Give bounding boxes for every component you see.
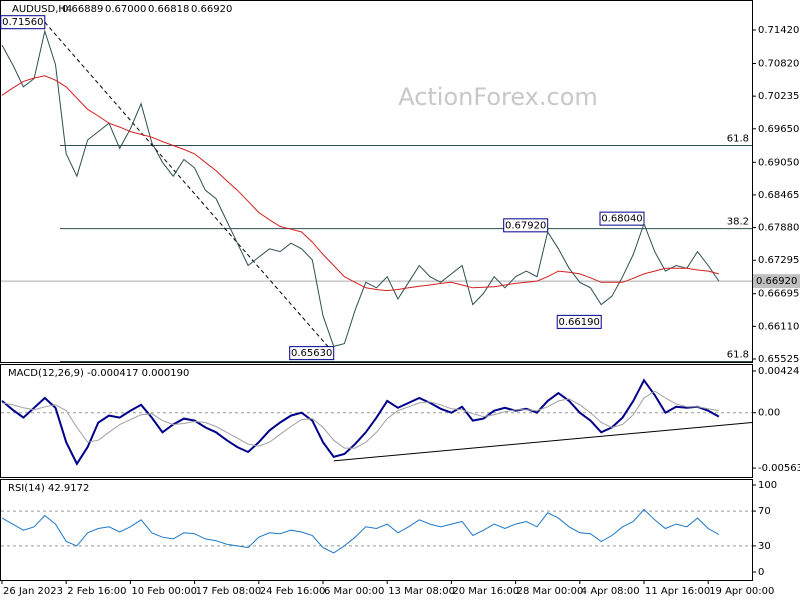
y-tick-label: 0: [758, 567, 764, 578]
panel-frame: [0, 479, 753, 581]
fib-label: 38.2: [727, 217, 749, 228]
fib-label: 61.8: [727, 134, 749, 145]
price-annotation: 0.67920: [505, 220, 546, 231]
swing-line: [44, 21, 335, 354]
panel-title: RSI(14) 42.9172: [8, 483, 89, 494]
y-tick-label: 0.70820: [758, 59, 799, 70]
y-tick-label: 0.68465: [758, 190, 799, 201]
price-annotation: 0.65630: [291, 348, 332, 359]
x-tick-label: 4 Apr 08:00: [581, 586, 640, 597]
macd-trendline: [333, 422, 753, 462]
y-tick-label: 0.70235: [758, 91, 799, 102]
price-annotation: 0.66190: [559, 317, 600, 328]
fib-label: 61.8: [727, 349, 749, 360]
y-tick-label: 0.67295: [758, 255, 799, 266]
price-annotation-box: [599, 211, 645, 226]
chart-title: AUDUSD,H4: [12, 4, 72, 15]
y-tick-label: 100: [758, 480, 777, 491]
y-tick-label: 0.004249: [758, 366, 800, 377]
series-line: [1, 390, 719, 449]
ohlc-value: 0.66889: [62, 4, 103, 15]
price-annotation-box: [503, 218, 549, 233]
y-tick-label: 0.69050: [758, 157, 799, 168]
x-tick-label: 26 Jan 2023: [3, 586, 63, 597]
y-tick-label: 0.00: [758, 408, 780, 419]
series-line: [1, 75, 720, 292]
series-line: [1, 29, 720, 348]
ohlc-value: 0.66920: [191, 4, 232, 15]
y-tick-label: -0.005634: [758, 463, 800, 474]
x-tick-label: 13 Mar 08:00: [388, 586, 455, 597]
x-tick-label: 28 Mar 00:00: [517, 586, 584, 597]
y-tick-label: 0.66110: [758, 321, 799, 332]
y-tick-label: 70: [758, 506, 771, 517]
x-tick-label: 11 Apr 16:00: [645, 586, 710, 597]
x-tick-label: 19 Apr 00:00: [709, 586, 774, 597]
panel-frame: [0, 0, 753, 363]
y-tick-label: 0.71420: [758, 25, 799, 36]
x-tick-label: 10 Feb 00:00: [131, 586, 197, 597]
price-annotation-box: [0, 15, 46, 30]
x-tick-label: 24 Feb 16:00: [260, 586, 326, 597]
y-tick-label: 0.69650: [758, 124, 799, 135]
price-annotation-box: [556, 314, 602, 329]
watermark: ActionForex.com: [398, 83, 598, 111]
price-annotation: 0.71560: [2, 17, 43, 28]
y-tick-label: 0.65525: [758, 354, 799, 365]
ohlc-value: 0.67000: [105, 4, 146, 15]
current-price-label: 0.66920: [756, 276, 797, 287]
panel-title: MACD(12,26,9) -0.000417 0.000190: [8, 368, 189, 379]
price-annotation: 0.68040: [601, 214, 642, 225]
y-tick-label: 0.67880: [758, 223, 799, 234]
x-tick-label: 20 Mar 16:00: [452, 586, 519, 597]
series-line: [1, 508, 720, 554]
current-price-box: [753, 274, 800, 289]
ohlc-value: 0.66818: [148, 4, 189, 15]
x-tick-label: 2 Feb 16:00: [67, 586, 126, 597]
y-tick-label: 30: [758, 541, 771, 552]
series-line: [1, 378, 720, 466]
x-tick-label: 17 Feb 08:00: [196, 586, 262, 597]
y-tick-label: 0.66695: [758, 289, 799, 300]
price-annotation-box: [289, 346, 335, 361]
panel-frame: [0, 364, 753, 478]
x-tick-label: 6 Mar 00:00: [324, 586, 384, 597]
